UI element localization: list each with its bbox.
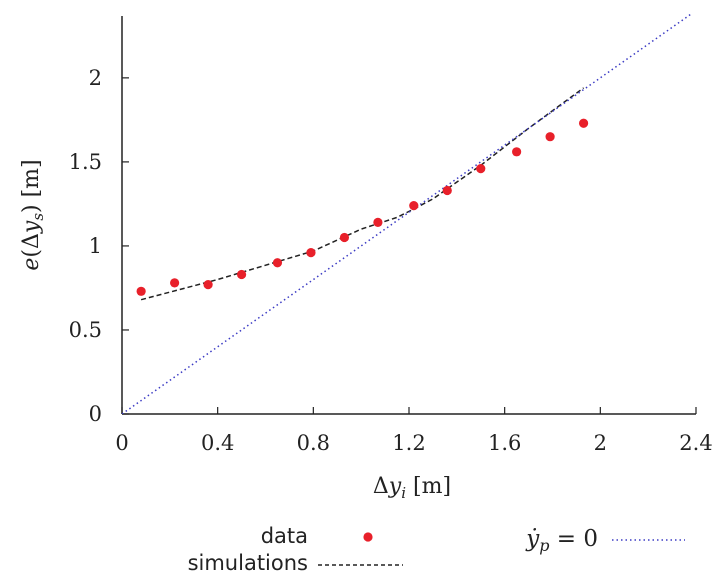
x-tick-label: 1.2 <box>392 431 425 455</box>
legend: data simulations ẏp = 0 <box>188 524 685 575</box>
x-tick-label: 0.4 <box>201 431 234 455</box>
data-points-group <box>136 118 589 296</box>
y-axis-label: e(Δys) [m] <box>19 159 47 270</box>
y-tick-label: 1.5 <box>69 150 102 174</box>
x-tick-label: 2.4 <box>679 431 712 455</box>
x-tick-label: 0.8 <box>297 431 330 455</box>
series-lines-group <box>122 14 693 414</box>
data-point <box>373 217 383 228</box>
data-point <box>272 258 283 268</box>
data-point <box>578 118 589 128</box>
legend-simulations-label: simulations <box>188 551 308 575</box>
y-tick-label: 0 <box>89 402 102 426</box>
x-tick-label: 2 <box>594 431 607 455</box>
data-point <box>170 278 180 288</box>
data-point <box>512 147 522 157</box>
y-tick-label: 0.5 <box>69 318 102 342</box>
data-point <box>236 269 247 280</box>
data-point <box>545 132 555 142</box>
data-point <box>409 200 419 211</box>
x-tick-label: 0 <box>115 431 128 455</box>
y-tick-label: 1 <box>89 234 102 258</box>
legend-data-label: data <box>261 524 308 548</box>
data-point <box>306 248 316 258</box>
x-axis-label: Δyi [m] <box>373 474 451 502</box>
simulations-line <box>140 87 585 301</box>
ypdot-zero-line <box>122 14 693 414</box>
x-tick-label: 1.6 <box>488 431 521 455</box>
data-point <box>136 286 146 296</box>
tick-labels-group: 0 0.4 0.8 1.2 1.6 2 2.4 0 0.5 1 1.5 2 <box>69 66 713 455</box>
legend-data-marker <box>363 532 373 542</box>
legend-ypdot-label: ẏp = 0 <box>525 526 598 555</box>
data-point <box>339 232 350 243</box>
data-point <box>442 185 452 196</box>
data-point <box>476 164 486 174</box>
y-tick-label: 2 <box>89 66 102 90</box>
ticks-group <box>121 77 697 415</box>
data-point <box>203 279 213 290</box>
